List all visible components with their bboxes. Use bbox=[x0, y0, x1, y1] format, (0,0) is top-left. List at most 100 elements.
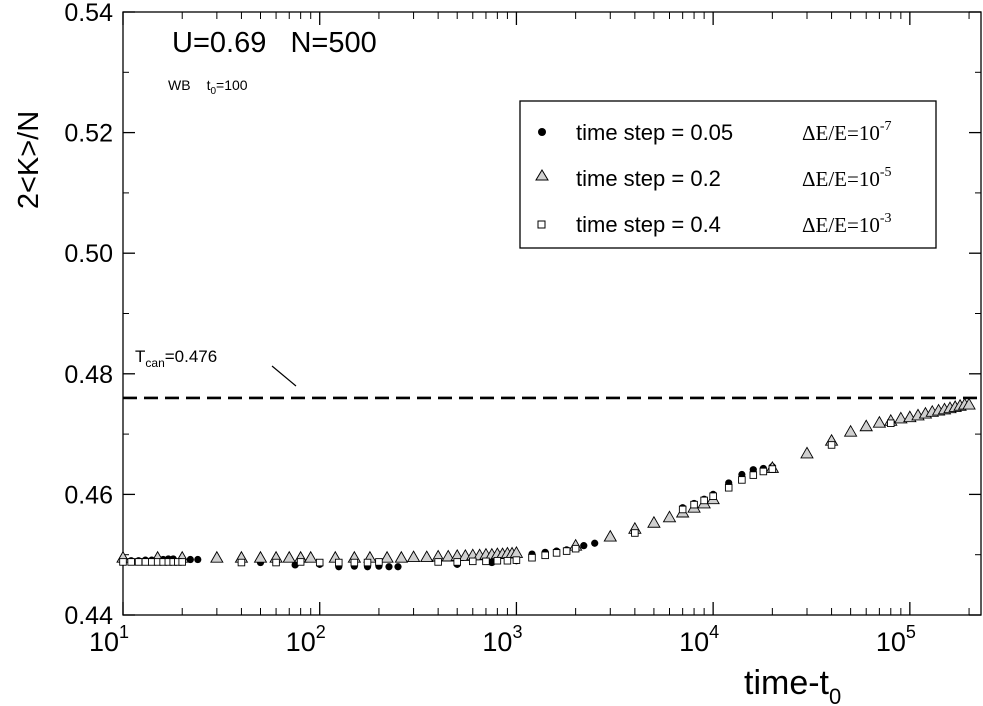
data-point bbox=[528, 553, 536, 562]
data-point bbox=[272, 558, 280, 567]
legend-box bbox=[519, 100, 937, 249]
data-point bbox=[178, 558, 186, 566]
data-point bbox=[571, 544, 580, 553]
subtitle-t: t bbox=[207, 77, 211, 93]
series-layer bbox=[116, 397, 976, 571]
chart-subtitle: WB t0=100 bbox=[168, 77, 248, 97]
data-point bbox=[375, 558, 383, 566]
data-point bbox=[119, 558, 127, 566]
data-point bbox=[482, 557, 490, 566]
legend-marker-2 bbox=[535, 169, 549, 181]
y-tick-label: 0.46 bbox=[64, 481, 113, 509]
data-point bbox=[887, 419, 895, 427]
data-point bbox=[591, 539, 599, 547]
data-point bbox=[282, 550, 297, 563]
subtitle-main: WB bbox=[168, 77, 191, 93]
data-point bbox=[512, 556, 521, 564]
data-point bbox=[363, 558, 372, 567]
legend-label-2: time step = 0.2 bbox=[576, 166, 721, 191]
data-point bbox=[709, 492, 717, 500]
legend-label-1: time step = 0.05 bbox=[576, 120, 733, 145]
data-point bbox=[749, 471, 758, 479]
data-point bbox=[962, 397, 976, 410]
reference-pointer bbox=[271, 365, 297, 387]
data-point bbox=[186, 555, 194, 564]
data-point bbox=[827, 441, 836, 449]
series-3 bbox=[119, 419, 895, 567]
data-point bbox=[406, 550, 421, 563]
data-point bbox=[662, 510, 677, 523]
data-point bbox=[394, 550, 409, 563]
data-point bbox=[303, 550, 318, 563]
legend: time step = 0.05 ΔE/E=10-7 time step = 0… bbox=[519, 100, 937, 249]
subtitle-t-sub: 0 bbox=[210, 86, 216, 97]
reference-label-sub: can bbox=[145, 356, 164, 370]
data-point bbox=[134, 558, 143, 566]
x-tick-label: 103 bbox=[482, 622, 522, 657]
legend-annotation-2: ΔE/E=10-5 bbox=[802, 165, 892, 191]
y-tick-label: 0.50 bbox=[64, 240, 113, 268]
data-point bbox=[141, 558, 150, 566]
series-2 bbox=[116, 397, 976, 563]
data-point bbox=[859, 419, 873, 432]
data-point bbox=[453, 558, 461, 566]
legend-label-3: time step = 0.4 bbox=[576, 212, 721, 237]
data-point bbox=[210, 550, 224, 563]
x-axis-label: time-t0 bbox=[744, 664, 841, 706]
x-axis: 101 102 103 104 105 bbox=[89, 12, 970, 657]
data-point bbox=[296, 558, 305, 566]
data-point bbox=[194, 555, 202, 564]
data-point bbox=[647, 515, 661, 528]
data-point bbox=[380, 550, 394, 563]
data-point bbox=[469, 557, 477, 566]
data-point bbox=[503, 556, 512, 565]
y-axis-label: 2<K>/N bbox=[13, 111, 45, 209]
data-point bbox=[552, 549, 561, 557]
data-point bbox=[493, 556, 502, 565]
data-point bbox=[724, 484, 733, 492]
data-point bbox=[678, 505, 687, 514]
legend-annotation-1: ΔE/E=10-7 bbox=[802, 119, 892, 145]
x-tick-label: 101 bbox=[89, 622, 129, 657]
reference-label: Tcan=0.476 bbox=[135, 347, 217, 370]
reference-label-value: =0.476 bbox=[165, 347, 217, 366]
data-point bbox=[738, 476, 746, 484]
data-point bbox=[759, 467, 768, 476]
y-axis: 0.44 0.46 0.48 0.50 0.52 0.54 bbox=[64, 0, 981, 630]
data-point bbox=[541, 551, 549, 560]
data-point bbox=[700, 496, 708, 505]
x-axis-label-sub: 0 bbox=[829, 684, 841, 706]
data-point bbox=[603, 529, 618, 542]
data-point bbox=[631, 529, 639, 537]
data-point bbox=[419, 550, 434, 563]
data-point bbox=[237, 558, 246, 567]
data-point bbox=[441, 549, 455, 562]
data-point bbox=[335, 558, 343, 567]
data-point bbox=[872, 415, 887, 428]
x-tick-label: 105 bbox=[876, 622, 916, 657]
subtitle-t-value: =100 bbox=[216, 77, 248, 93]
y-tick-label: 0.48 bbox=[64, 361, 113, 389]
x-tick-label: 104 bbox=[679, 622, 719, 657]
data-point bbox=[843, 424, 858, 437]
data-point bbox=[434, 558, 442, 566]
data-point bbox=[315, 558, 324, 567]
data-point bbox=[350, 558, 359, 567]
data-point bbox=[562, 547, 571, 555]
data-point bbox=[385, 563, 393, 571]
reference-label-main: T bbox=[135, 347, 145, 366]
data-point bbox=[394, 563, 402, 571]
y-tick-label: 0.52 bbox=[64, 120, 113, 148]
data-point bbox=[127, 558, 135, 566]
legend-marker-1 bbox=[538, 128, 546, 136]
y-tick-label: 0.44 bbox=[64, 602, 113, 630]
data-point bbox=[894, 411, 908, 424]
data-point bbox=[690, 500, 698, 509]
data-point bbox=[768, 465, 777, 473]
data-point bbox=[253, 550, 268, 563]
x-axis-label-main: time-t bbox=[744, 664, 830, 702]
data-point bbox=[580, 542, 588, 550]
y-tick-label: 0.54 bbox=[64, 0, 113, 27]
x-tick-label: 102 bbox=[286, 622, 326, 657]
